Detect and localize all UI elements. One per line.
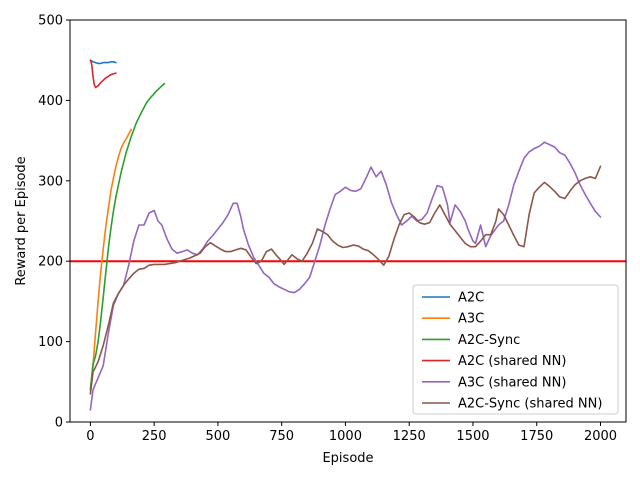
- y-tick-label: 500: [38, 14, 63, 29]
- x-tick-label: 1500: [456, 429, 489, 444]
- legend: A2C A3C A2C-Sync A2C (shared NN) A3C (shared…: [412, 284, 619, 415]
- plot-frame: [69, 19, 627, 423]
- legend-label: A2C (shared NN): [458, 354, 566, 369]
- x-tick-label: 1250: [393, 429, 426, 444]
- y-axis: 0 100 200 300 400 500: [38, 14, 70, 431]
- series-line-5: [89, 141, 602, 411]
- y-tick-label: 300: [38, 174, 63, 189]
- series-line-3: [89, 82, 166, 391]
- y-tick-label: 200: [38, 255, 63, 270]
- legend-box: [412, 284, 619, 415]
- x-tick-label: 1750: [520, 429, 553, 444]
- x-tick-label: 1000: [329, 429, 362, 444]
- series-line-4: [89, 59, 117, 89]
- legend-label: A3C: [458, 312, 484, 327]
- y-tick-label: 100: [38, 335, 63, 350]
- x-tick-label: 0: [86, 429, 94, 444]
- x-axis: 0 250 500 750 1000 1250 1500 1750 2000: [86, 422, 617, 444]
- series-line-6: [89, 165, 602, 395]
- x-tick-label: 750: [269, 429, 294, 444]
- legend-label: A3C (shared NN): [458, 375, 566, 390]
- x-axis-label: Episode: [322, 451, 373, 466]
- legend-label: A2C: [458, 291, 484, 306]
- y-axis-label: Reward per Episode: [14, 156, 29, 285]
- series-line-1: [89, 59, 117, 65]
- x-tick-label: 250: [142, 429, 167, 444]
- y-tick-label: 400: [38, 94, 63, 109]
- series-line-2: [89, 128, 132, 391]
- x-tick-label: 500: [206, 429, 231, 444]
- y-tick-label: 0: [55, 416, 63, 431]
- x-tick-label: 2000: [584, 429, 617, 444]
- series-layer: [89, 59, 602, 411]
- legend-label: A2C-Sync (shared NN): [458, 397, 602, 412]
- legend-label: A2C-Sync: [458, 333, 520, 348]
